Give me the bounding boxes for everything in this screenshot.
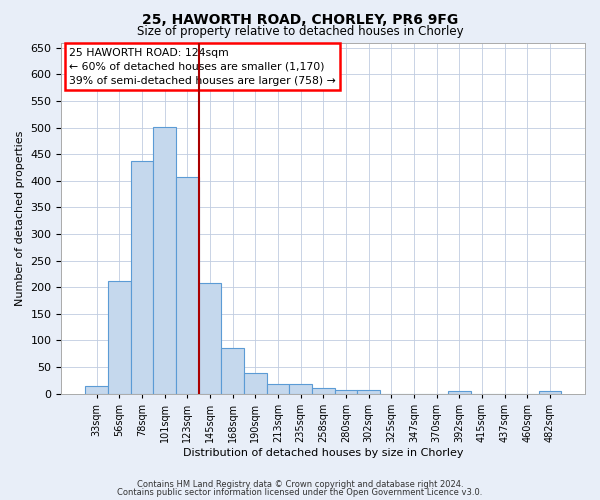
Bar bbox=[199, 284, 221, 394]
Text: 25 HAWORTH ROAD: 124sqm
← 60% of detached houses are smaller (1,170)
39% of semi: 25 HAWORTH ROAD: 124sqm ← 60% of detache… bbox=[69, 48, 336, 86]
Text: Size of property relative to detached houses in Chorley: Size of property relative to detached ho… bbox=[137, 25, 463, 38]
Bar bbox=[176, 177, 199, 394]
Bar bbox=[335, 390, 357, 394]
Bar bbox=[266, 384, 289, 394]
Bar bbox=[448, 391, 470, 394]
Text: Contains HM Land Registry data © Crown copyright and database right 2024.: Contains HM Land Registry data © Crown c… bbox=[137, 480, 463, 489]
Bar bbox=[108, 281, 131, 394]
Bar bbox=[357, 390, 380, 394]
Text: Contains public sector information licensed under the Open Government Licence v3: Contains public sector information licen… bbox=[118, 488, 482, 497]
Bar bbox=[85, 386, 108, 394]
Text: 25, HAWORTH ROAD, CHORLEY, PR6 9FG: 25, HAWORTH ROAD, CHORLEY, PR6 9FG bbox=[142, 12, 458, 26]
X-axis label: Distribution of detached houses by size in Chorley: Distribution of detached houses by size … bbox=[183, 448, 463, 458]
Bar bbox=[131, 161, 153, 394]
Bar bbox=[221, 348, 244, 394]
Bar bbox=[289, 384, 312, 394]
Bar bbox=[312, 388, 335, 394]
Bar bbox=[539, 391, 561, 394]
Y-axis label: Number of detached properties: Number of detached properties bbox=[15, 130, 25, 306]
Bar bbox=[153, 126, 176, 394]
Bar bbox=[244, 374, 266, 394]
